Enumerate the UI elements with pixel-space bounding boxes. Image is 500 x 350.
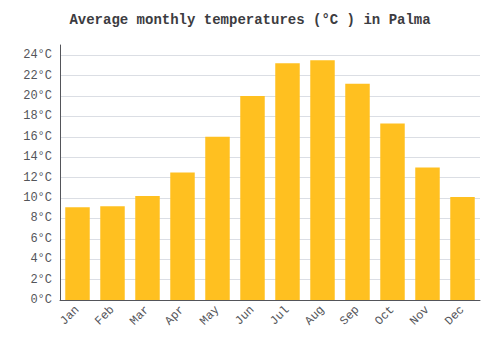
svg-text:2°C: 2°C	[30, 273, 52, 287]
svg-text:Mar: Mar	[127, 303, 152, 328]
svg-text:May: May	[197, 303, 222, 328]
svg-text:Average monthly temperatures (: Average monthly temperatures (°C ) in Pa…	[69, 12, 431, 28]
svg-text:Aug: Aug	[302, 303, 327, 328]
svg-text:Dec: Dec	[442, 303, 467, 328]
svg-text:6°C: 6°C	[30, 232, 52, 246]
svg-text:4°C: 4°C	[30, 252, 52, 266]
svg-text:10°C: 10°C	[23, 191, 52, 205]
svg-text:Apr: Apr	[162, 303, 187, 328]
svg-text:Sep: Sep	[337, 303, 362, 328]
svg-text:8°C: 8°C	[30, 211, 52, 225]
svg-text:Feb: Feb	[92, 303, 117, 328]
svg-text:Nov: Nov	[407, 303, 432, 328]
svg-text:Jul: Jul	[267, 303, 292, 328]
svg-text:14°C: 14°C	[23, 150, 52, 164]
svg-text:20°C: 20°C	[23, 89, 52, 103]
svg-text:Oct: Oct	[372, 303, 397, 328]
svg-text:Jan: Jan	[57, 303, 82, 328]
svg-text:16°C: 16°C	[23, 130, 52, 144]
svg-text:22°C: 22°C	[23, 69, 52, 83]
svg-text:24°C: 24°C	[23, 48, 52, 62]
svg-text:0°C: 0°C	[30, 293, 52, 307]
svg-text:12°C: 12°C	[23, 171, 52, 185]
svg-text:Jun: Jun	[232, 303, 257, 328]
svg-text:18°C: 18°C	[23, 109, 52, 123]
